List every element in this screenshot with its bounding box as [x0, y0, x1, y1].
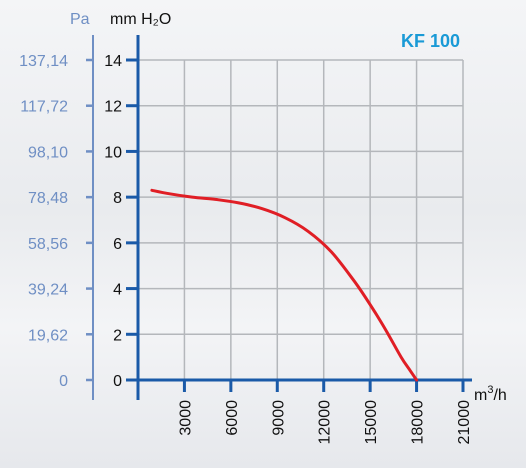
- x-unit-base: m: [474, 387, 487, 404]
- y-tick-label: 12: [104, 99, 122, 116]
- x-tick-label: 12000: [317, 400, 334, 445]
- x-tick-label: 3000: [177, 400, 194, 436]
- chart-title: KF 100: [401, 31, 460, 51]
- pa-tick-label: 0: [59, 373, 68, 390]
- pa-tick-label: 78,48: [28, 190, 68, 207]
- y-axis: 0 2 4 6 8 10 12 14: [104, 53, 138, 390]
- x-unit-tail: /h: [493, 387, 506, 404]
- x-tick-label: 18000: [410, 400, 427, 445]
- y-tick-label: 2: [113, 327, 122, 344]
- pa-tick-label: 19,62: [28, 327, 68, 344]
- pa-tick-label: 98,10: [28, 144, 68, 161]
- pa-unit-label: Pa: [70, 11, 90, 28]
- pa-tick-label: 137,14: [19, 53, 68, 70]
- y-tick-label: 0: [113, 373, 122, 390]
- x-tick-label: 9000: [270, 400, 287, 436]
- pa-tick-label: 39,24: [28, 282, 68, 299]
- x-axis: 3000 6000 9000 12000 15000 18000 21000: [177, 380, 473, 445]
- x-unit-label: m3/h: [474, 384, 507, 404]
- y-tick-label: 14: [104, 53, 122, 70]
- x-tick-label: 21000: [456, 400, 473, 445]
- y-tick-label: 8: [113, 190, 122, 207]
- pa-tick-label: 58,56: [28, 236, 68, 253]
- y-tick-label: 4: [113, 282, 122, 299]
- pa-tick-label: 117,72: [20, 99, 68, 116]
- x-tick-label: 15000: [363, 400, 380, 445]
- x-unit-sup: 3: [487, 384, 493, 396]
- grid: [138, 59, 464, 380]
- pa-axis: 0 19,62 39,24 58,56 78,48 98,10 117,72 137,14: [19, 53, 93, 390]
- series-line: [150, 188, 419, 382]
- y-tick-label: 6: [113, 236, 122, 253]
- y-unit-label: mm H₂O: [110, 11, 171, 28]
- y-tick-label: 10: [104, 144, 122, 161]
- x-tick-label: 6000: [224, 400, 241, 436]
